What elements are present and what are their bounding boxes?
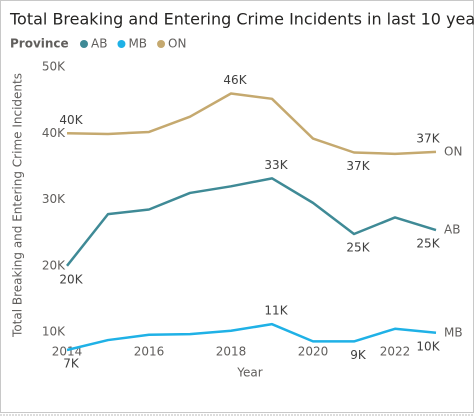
data-label: 25K bbox=[416, 237, 440, 251]
legend-label: AB bbox=[91, 37, 107, 51]
legend-label: ON bbox=[168, 37, 186, 51]
data-label: 46K bbox=[223, 73, 247, 87]
y-tick-label: 40K bbox=[42, 126, 66, 140]
x-tick-label: 2016 bbox=[134, 345, 165, 359]
legend-marker bbox=[80, 40, 88, 48]
legend-title: Province bbox=[10, 37, 69, 51]
series-line bbox=[66, 322, 437, 352]
legend-marker bbox=[117, 40, 126, 48]
series-end-label: AB bbox=[444, 223, 460, 237]
data-label: 9K bbox=[350, 348, 367, 362]
y-tick-label: 30K bbox=[42, 192, 66, 206]
x-axis-title: Year bbox=[236, 366, 262, 380]
data-label: 20K bbox=[59, 272, 83, 286]
legend-label: MB bbox=[128, 37, 147, 51]
legend-marker bbox=[157, 40, 166, 48]
y-tick-label: 10K bbox=[42, 325, 66, 339]
series-end-label: MB bbox=[444, 325, 463, 339]
data-label: 40K bbox=[59, 113, 83, 127]
data-label: 37K bbox=[346, 159, 370, 173]
y-tick-label: 50K bbox=[42, 60, 66, 74]
series-line bbox=[66, 92, 437, 156]
x-tick-label: 2022 bbox=[380, 345, 411, 359]
data-label: 7K bbox=[63, 357, 80, 371]
data-label: 11K bbox=[264, 304, 288, 318]
y-tick-label: 20K bbox=[42, 258, 66, 272]
y-axis-title: Total Breaking and Entering Crime Incide… bbox=[11, 73, 25, 338]
x-tick-label: 2020 bbox=[298, 345, 329, 359]
series-end-label: ON bbox=[444, 144, 462, 158]
data-label: 10K bbox=[416, 339, 440, 353]
x-tick-label: 2018 bbox=[216, 345, 247, 359]
chart-title: Total Breaking and Entering Crime Incide… bbox=[9, 10, 474, 29]
data-label: 33K bbox=[264, 158, 288, 172]
series-line bbox=[66, 177, 437, 267]
data-label: 25K bbox=[346, 241, 370, 255]
data-label: 37K bbox=[416, 131, 440, 145]
